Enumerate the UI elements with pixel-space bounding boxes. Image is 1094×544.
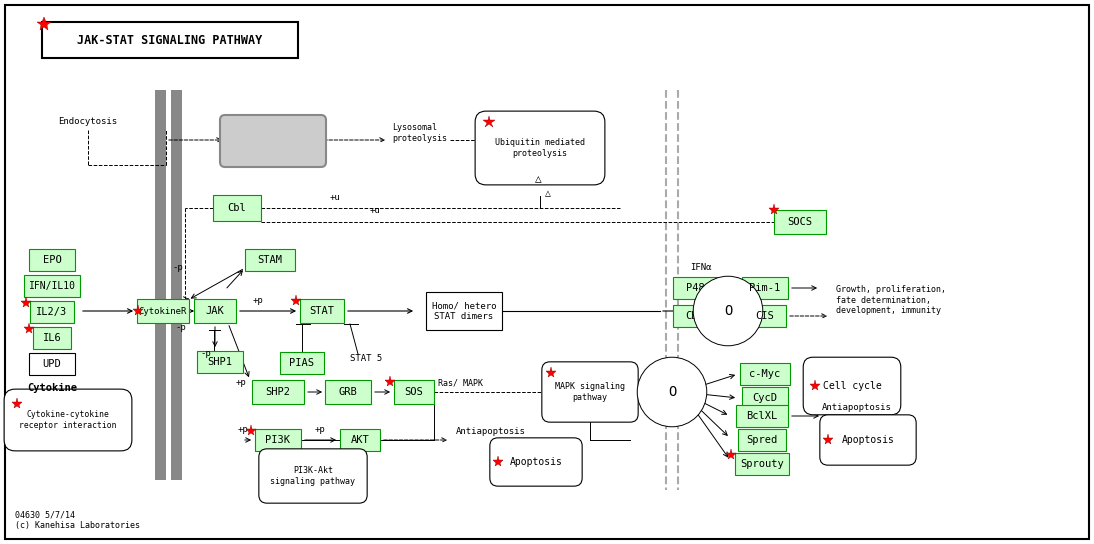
FancyBboxPatch shape xyxy=(735,453,789,475)
Text: -p: -p xyxy=(200,349,211,358)
FancyBboxPatch shape xyxy=(30,249,75,271)
Bar xyxy=(171,90,182,480)
Text: JAK-STAT SIGNALING PATHWAY: JAK-STAT SIGNALING PATHWAY xyxy=(78,34,263,46)
Text: IFN/IL10: IFN/IL10 xyxy=(28,281,75,291)
FancyBboxPatch shape xyxy=(194,299,236,323)
Text: PIAS: PIAS xyxy=(290,358,314,368)
FancyBboxPatch shape xyxy=(325,380,371,404)
Text: CIS: CIS xyxy=(756,311,775,321)
FancyBboxPatch shape xyxy=(475,111,605,185)
FancyBboxPatch shape xyxy=(426,292,502,330)
Text: CycD: CycD xyxy=(753,393,778,403)
FancyBboxPatch shape xyxy=(4,389,132,451)
Text: JAK: JAK xyxy=(206,306,224,316)
FancyBboxPatch shape xyxy=(819,415,916,465)
Text: 04630 5/7/14
(c) Kanehisa Laboratories: 04630 5/7/14 (c) Kanehisa Laboratories xyxy=(15,510,140,530)
FancyBboxPatch shape xyxy=(394,380,434,404)
Text: IL2/3: IL2/3 xyxy=(36,307,68,317)
Text: SOCS: SOCS xyxy=(788,217,813,227)
Text: △: △ xyxy=(545,188,551,198)
FancyBboxPatch shape xyxy=(30,353,75,375)
Text: CBP: CBP xyxy=(686,311,705,321)
Text: MAPK signaling
pathway: MAPK signaling pathway xyxy=(555,382,625,401)
FancyBboxPatch shape xyxy=(673,305,717,327)
FancyBboxPatch shape xyxy=(490,438,582,486)
Text: Lysosomal
proteolysis: Lysosomal proteolysis xyxy=(392,123,447,143)
FancyBboxPatch shape xyxy=(197,351,243,373)
FancyBboxPatch shape xyxy=(220,115,326,167)
Text: -p: -p xyxy=(172,263,183,272)
FancyBboxPatch shape xyxy=(300,299,344,323)
FancyBboxPatch shape xyxy=(245,249,295,271)
Text: BclXL: BclXL xyxy=(746,411,778,421)
Text: Apoptosis: Apoptosis xyxy=(510,457,562,467)
FancyBboxPatch shape xyxy=(738,429,785,451)
Text: Spred: Spred xyxy=(746,435,778,445)
Text: IFNα: IFNα xyxy=(690,263,711,272)
Text: Cytokine-cytokine
receptor interaction: Cytokine-cytokine receptor interaction xyxy=(20,410,117,430)
Text: c-Myc: c-Myc xyxy=(749,369,781,379)
Text: IL6: IL6 xyxy=(43,333,61,343)
Text: Apoptosis: Apoptosis xyxy=(841,435,895,445)
FancyBboxPatch shape xyxy=(213,195,261,221)
FancyBboxPatch shape xyxy=(42,22,298,58)
Text: Endocytosis: Endocytosis xyxy=(58,118,117,127)
Bar xyxy=(155,90,166,480)
Text: CytokineR: CytokineR xyxy=(139,306,187,316)
FancyBboxPatch shape xyxy=(740,363,790,385)
Text: AKT: AKT xyxy=(350,435,370,445)
Text: STAM: STAM xyxy=(257,255,282,265)
Text: GRB: GRB xyxy=(339,387,358,397)
FancyBboxPatch shape xyxy=(736,405,788,427)
FancyBboxPatch shape xyxy=(24,275,80,297)
Text: +u: +u xyxy=(330,193,340,202)
FancyBboxPatch shape xyxy=(744,305,785,327)
Text: Ras/ MAPK: Ras/ MAPK xyxy=(438,378,482,387)
Text: PI3K-Akt
signaling pathway: PI3K-Akt signaling pathway xyxy=(270,466,356,486)
Text: △: △ xyxy=(535,174,542,184)
Text: PI3K: PI3K xyxy=(266,435,291,445)
Text: UPD: UPD xyxy=(43,359,61,369)
FancyBboxPatch shape xyxy=(255,429,301,451)
Text: SHP1: SHP1 xyxy=(208,357,233,367)
Text: Cytokine: Cytokine xyxy=(27,383,77,393)
Text: +p: +p xyxy=(315,425,326,434)
Text: +p: +p xyxy=(236,378,247,387)
Text: Antiapoptosis: Antiapoptosis xyxy=(456,428,526,436)
Text: Growth, proliferation,
fate determination,
development, immunity: Growth, proliferation, fate determinatio… xyxy=(836,285,946,315)
FancyBboxPatch shape xyxy=(5,5,1089,539)
Text: P48: P48 xyxy=(686,283,705,293)
FancyBboxPatch shape xyxy=(259,449,368,503)
FancyBboxPatch shape xyxy=(280,352,324,374)
FancyBboxPatch shape xyxy=(673,277,717,299)
Text: +u: +u xyxy=(370,206,381,215)
Text: +p: +p xyxy=(253,296,264,305)
Text: EPO: EPO xyxy=(43,255,61,265)
Text: +p: +p xyxy=(238,425,248,434)
Text: O: O xyxy=(667,385,676,399)
Text: Homo/ hetero
STAT dimers: Homo/ hetero STAT dimers xyxy=(432,301,497,321)
Text: Ubiquitin mediated
proteolysis: Ubiquitin mediated proteolysis xyxy=(494,138,585,158)
FancyBboxPatch shape xyxy=(252,380,304,404)
Text: Cell cycle: Cell cycle xyxy=(823,381,882,391)
Text: Antiapoptosis: Antiapoptosis xyxy=(822,404,892,412)
FancyBboxPatch shape xyxy=(542,362,638,422)
Text: Cbl: Cbl xyxy=(228,203,246,213)
FancyBboxPatch shape xyxy=(340,429,380,451)
Text: O: O xyxy=(724,304,732,318)
FancyBboxPatch shape xyxy=(33,327,71,349)
Text: STAT: STAT xyxy=(310,306,335,316)
FancyBboxPatch shape xyxy=(137,299,189,323)
Text: -p: -p xyxy=(175,323,186,332)
Text: SOS: SOS xyxy=(405,387,423,397)
FancyBboxPatch shape xyxy=(30,301,74,323)
FancyBboxPatch shape xyxy=(773,210,826,234)
Text: Sprouty: Sprouty xyxy=(741,459,784,469)
Text: Pim-1: Pim-1 xyxy=(749,283,781,293)
Text: SHP2: SHP2 xyxy=(266,387,291,397)
FancyBboxPatch shape xyxy=(742,277,788,299)
FancyBboxPatch shape xyxy=(742,387,788,409)
FancyBboxPatch shape xyxy=(803,357,900,415)
Text: STAT 5: STAT 5 xyxy=(350,354,382,363)
